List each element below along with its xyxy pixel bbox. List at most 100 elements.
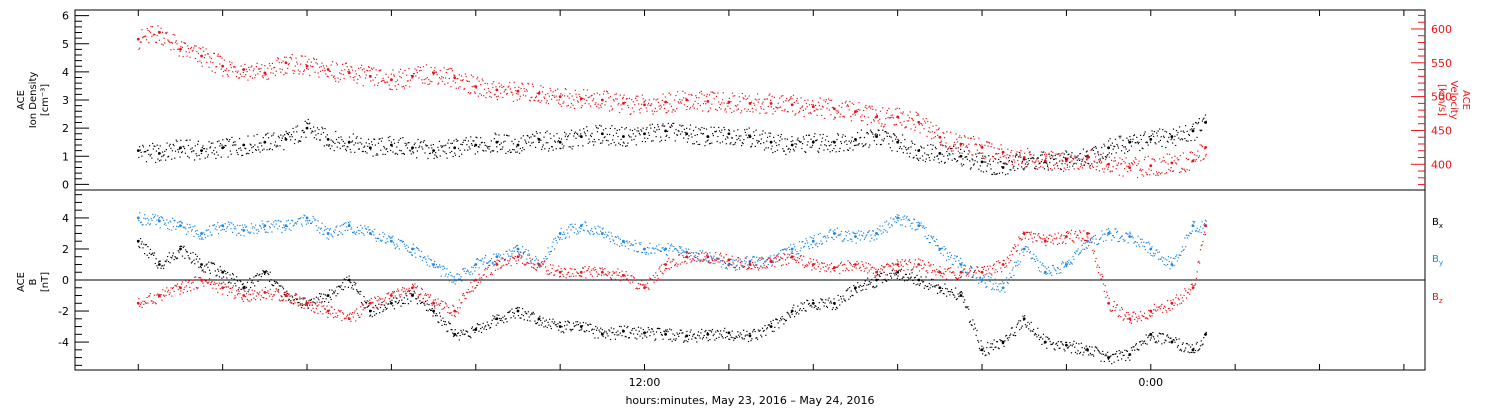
bottom-scatter-dot xyxy=(561,238,563,240)
bottom-scatter-dot xyxy=(380,240,382,242)
bottom-scatter-dot xyxy=(282,288,285,290)
top-scatter-dot xyxy=(824,101,827,103)
top-scatter-dot xyxy=(1013,165,1015,168)
top-scatter-dot xyxy=(1035,160,1037,162)
bottom-scatter-dot xyxy=(502,316,504,318)
top-scatter-dot xyxy=(534,135,536,137)
bottom-scatter-dot xyxy=(511,253,513,255)
bottom-scatter-dot xyxy=(153,217,155,219)
top-point-velocity xyxy=(832,107,836,111)
bottom-scatter-dot xyxy=(422,257,424,259)
top-scatter-dot xyxy=(216,65,218,68)
top-scatter-dot xyxy=(193,159,196,161)
top-scatter-dot xyxy=(1040,154,1042,156)
bottom-scatter-dot xyxy=(915,284,917,286)
bottom-scatter-dot xyxy=(485,262,488,264)
top-scatter-dot xyxy=(434,154,436,156)
bottom-scatter-dot xyxy=(328,238,330,240)
bottom-scatter-dot xyxy=(620,326,622,328)
top-scatter-dot xyxy=(1196,136,1198,139)
bottom-scatter-dot xyxy=(294,294,296,296)
bottom-scatter-dot xyxy=(945,287,947,290)
top-scatter-dot xyxy=(638,109,640,111)
bottom-scatter-dot xyxy=(767,324,769,326)
bottom-scatter-dot xyxy=(183,227,185,229)
bottom-scatter-dot xyxy=(588,232,590,234)
top-scatter-dot xyxy=(866,132,868,134)
top-scatter-dot xyxy=(903,120,905,123)
bottom-scatter-dot xyxy=(1106,355,1108,357)
bottom-scatter-dot xyxy=(273,221,275,223)
top-scatter-dot xyxy=(528,141,530,143)
top-scatter-dot xyxy=(392,69,394,71)
bottom-scatter-dot xyxy=(854,289,856,291)
top-scatter-dot xyxy=(769,99,772,101)
bottom-scatter-dot xyxy=(291,219,293,221)
top-scatter-dot xyxy=(541,100,543,102)
top-scatter-dot xyxy=(848,140,850,142)
top-scatter-dot xyxy=(363,68,365,70)
bottom-scatter-dot xyxy=(949,294,951,296)
bottom-scatter-dot xyxy=(236,234,238,236)
bottom-scatter-dot xyxy=(803,302,806,304)
bottom-scatter-dot xyxy=(1005,335,1007,337)
top-scatter-dot xyxy=(681,99,683,101)
top-scatter-dot xyxy=(1163,160,1165,162)
bottom-scatter-dot xyxy=(150,253,152,256)
top-scatter-dot xyxy=(795,146,797,148)
bottom-scatter-dot xyxy=(495,253,497,255)
top-scatter-dot xyxy=(1065,169,1067,171)
top-scatter-dot xyxy=(526,134,528,137)
bottom-scatter-dot xyxy=(1140,344,1142,346)
bottom-scatter-dot xyxy=(340,285,342,287)
bottom-scatter-dot xyxy=(365,301,368,303)
top-scatter-dot xyxy=(560,138,563,140)
bottom-scatter-dot xyxy=(349,221,351,223)
bottom-scatter-dot xyxy=(818,302,820,304)
top-scatter-dot xyxy=(478,146,480,148)
top-scatter-dot xyxy=(566,138,568,141)
top-scatter-dot xyxy=(380,80,383,83)
top-scatter-dot xyxy=(917,158,919,160)
bottom-scatter-dot xyxy=(600,332,603,334)
top-scatter-dot xyxy=(631,129,634,132)
bottom-scatter-dot xyxy=(277,289,280,291)
top-scatter-dot xyxy=(624,128,626,130)
top-scatter-dot xyxy=(184,42,187,45)
top-point-density xyxy=(1001,166,1005,169)
bottom-scatter-dot xyxy=(431,307,433,310)
top-scatter-dot xyxy=(562,147,564,149)
top-scatter-dot xyxy=(606,91,608,93)
bottom-scatter-dot xyxy=(519,317,521,319)
top-scatter-dot xyxy=(673,109,675,111)
top-scatter-dot xyxy=(889,117,891,119)
top-point-velocity xyxy=(284,61,288,65)
top-scatter-dot xyxy=(1026,161,1028,163)
top-scatter-dot xyxy=(283,149,285,151)
bottom-scatter-dot xyxy=(1139,341,1141,343)
top-scatter-dot xyxy=(1033,154,1035,156)
bottom-scatter-dot xyxy=(1061,341,1063,343)
top-scatter-dot xyxy=(1003,162,1005,164)
top-scatter-dot xyxy=(852,149,854,151)
top-point-velocity xyxy=(474,85,478,88)
bottom-scatter-dot xyxy=(789,315,791,317)
top-scatter-dot xyxy=(171,158,173,160)
top-scatter-dot xyxy=(633,111,635,113)
bottom-scatter-dot xyxy=(434,266,437,269)
top-scatter-dot xyxy=(696,108,698,110)
bottom-scatter-dot xyxy=(231,272,234,275)
top-scatter-dot xyxy=(1192,123,1194,125)
top-scatter-dot xyxy=(860,116,862,118)
bottom-scatter-dot xyxy=(437,266,439,269)
bottom-scatter-dot xyxy=(941,290,943,292)
bottom-scatter-dot xyxy=(663,330,665,332)
bottom-scatter-dot xyxy=(198,266,200,268)
bottom-scatter-dot xyxy=(928,282,930,285)
top-scatter-dot xyxy=(705,95,708,97)
top-scatter-dot xyxy=(641,140,644,143)
top-scatter-dot xyxy=(211,152,213,154)
top-scatter-dot xyxy=(1188,133,1190,136)
top-scatter-dot xyxy=(304,120,306,122)
bottom-scatter-dot xyxy=(786,311,788,313)
